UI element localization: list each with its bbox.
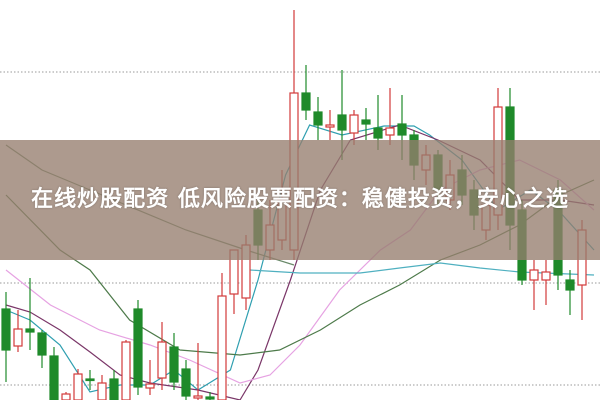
candle-down [181, 368, 191, 397]
candle-down [37, 332, 47, 356]
candle-down [85, 378, 95, 382]
candle-down [313, 111, 323, 126]
candle-down [301, 92, 311, 111]
candle-down [109, 378, 119, 400]
candle-up [325, 124, 335, 128]
candle-down [25, 328, 35, 333]
candle-up [13, 328, 23, 347]
candle-up [541, 271, 551, 281]
candle-up [145, 383, 155, 389]
candle-up [121, 341, 131, 400]
candle-down [565, 279, 575, 291]
candle-down [49, 355, 59, 400]
candle-up [61, 393, 71, 400]
candle-down [397, 123, 407, 136]
candle-down [373, 127, 383, 139]
candle-up [193, 395, 203, 399]
article-title: 在线炒股配资 低风险股票配资：稳健投资，安心之选 [31, 187, 569, 212]
candle-up [217, 295, 227, 400]
candle-up [97, 382, 107, 400]
moving-average-line [249, 262, 595, 276]
candle-down [361, 119, 371, 125]
candle-down [205, 396, 215, 400]
candle-down [337, 114, 347, 131]
candle-down [169, 346, 179, 383]
candle-down [133, 308, 143, 388]
title-banner: 在线炒股配资 低风险股票配资：稳健投资，安心之选 [0, 140, 600, 260]
candle-up [73, 373, 83, 400]
candle-up [349, 114, 359, 134]
candle-up [385, 127, 395, 136]
candle-up [157, 341, 167, 379]
candle-up [529, 269, 539, 281]
candle-down [1, 308, 11, 351]
